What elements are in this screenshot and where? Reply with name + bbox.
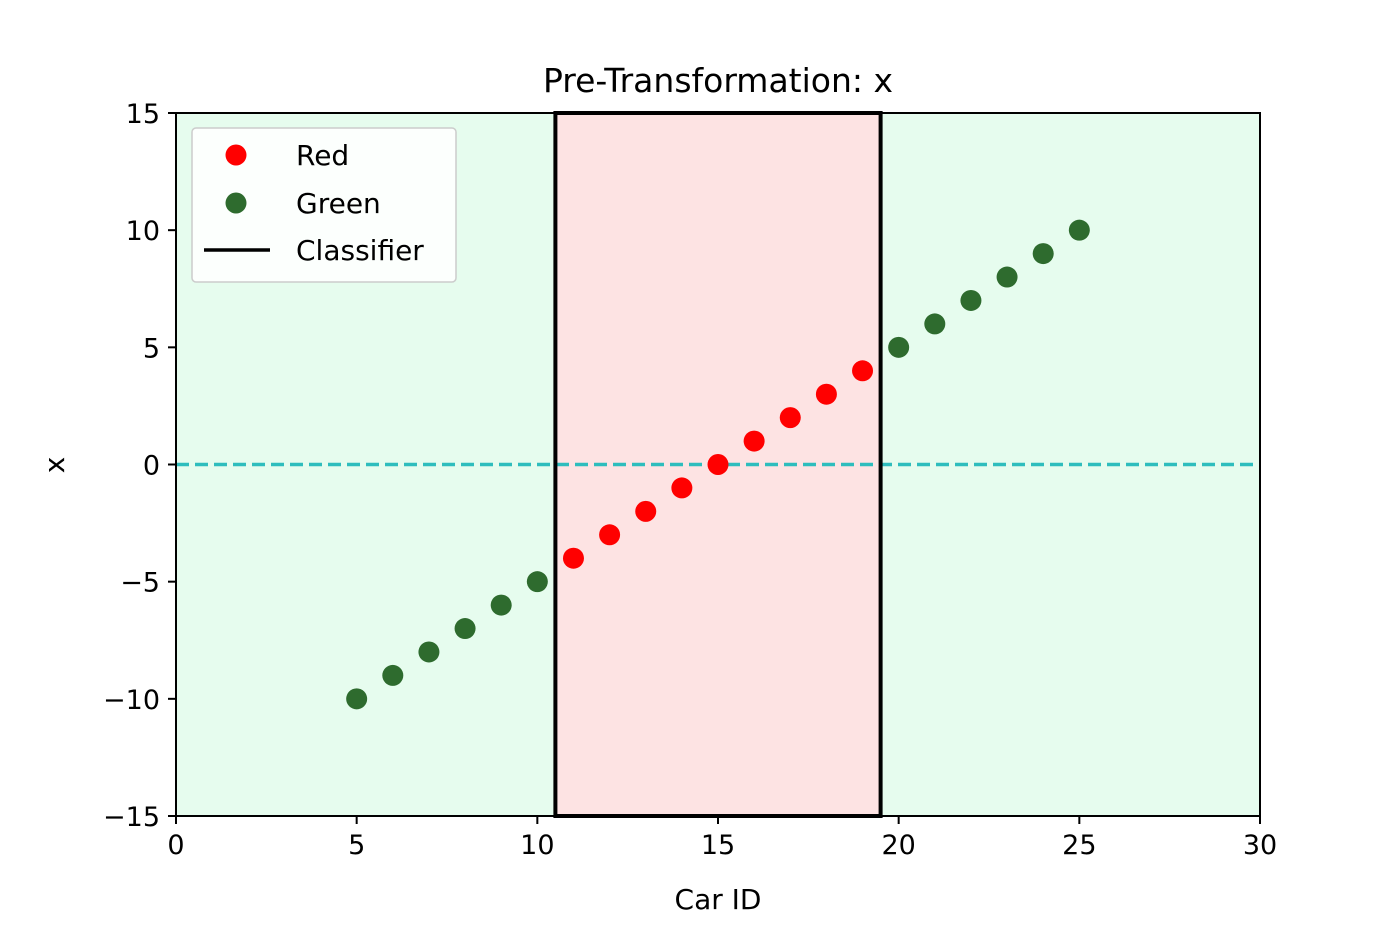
point-red-17	[779, 407, 801, 429]
point-green-23	[996, 266, 1018, 288]
point-red-18	[815, 383, 837, 405]
y-tick-label--10: −10	[103, 685, 160, 716]
point-green-20	[888, 336, 910, 358]
point-green-24	[1032, 243, 1054, 265]
x-tick-label-10: 10	[520, 830, 554, 861]
point-red-13	[635, 500, 657, 522]
y-tick-label--15: −15	[103, 802, 160, 833]
point-green-6	[382, 664, 404, 686]
x-axis-label: Car ID	[675, 883, 762, 916]
x-tick-label-0: 0	[167, 830, 184, 861]
point-red-14	[671, 477, 693, 499]
point-red-11	[562, 547, 584, 569]
point-green-5	[346, 688, 368, 710]
legend-label-classifier: Classifier	[296, 234, 424, 267]
point-red-19	[852, 360, 874, 382]
legend-label-red: Red	[296, 139, 349, 172]
chart-title: Pre-Transformation: x	[543, 61, 893, 100]
point-green-25	[1068, 219, 1090, 241]
y-tick-label-10: 10	[126, 216, 160, 247]
x-tick-label-5: 5	[348, 830, 365, 861]
point-red-16	[743, 430, 765, 452]
x-axis-ticks: 0 5 10 15 20 25 30	[167, 816, 1277, 861]
point-red-15	[707, 454, 729, 475]
y-tick-label-5: 5	[143, 333, 160, 364]
y-axis-ticks: −15 −10 −5 0 5 10 15	[103, 99, 176, 833]
legend-label-green: Green	[296, 187, 381, 220]
legend: Red Green Classifier	[191, 127, 457, 283]
point-green-9	[490, 594, 512, 616]
x-tick-label-30: 30	[1243, 830, 1277, 861]
legend-marker-green	[225, 192, 247, 214]
y-tick-label--5: −5	[120, 568, 160, 599]
data-points	[346, 219, 1090, 710]
y-axis-label: x	[38, 457, 71, 474]
point-green-22	[960, 289, 982, 311]
y-tick-label-15: 15	[126, 99, 160, 130]
legend-marker-red	[225, 144, 247, 166]
point-red-12	[599, 524, 621, 546]
y-tick-label-0: 0	[143, 451, 160, 482]
legend-box	[191, 127, 457, 283]
x-tick-label-20: 20	[881, 830, 915, 861]
point-green-7	[418, 641, 440, 663]
point-green-10	[526, 571, 548, 593]
x-tick-label-15: 15	[701, 830, 735, 861]
x-tick-label-25: 25	[1062, 830, 1096, 861]
point-green-21	[924, 313, 946, 335]
point-green-8	[454, 618, 476, 640]
